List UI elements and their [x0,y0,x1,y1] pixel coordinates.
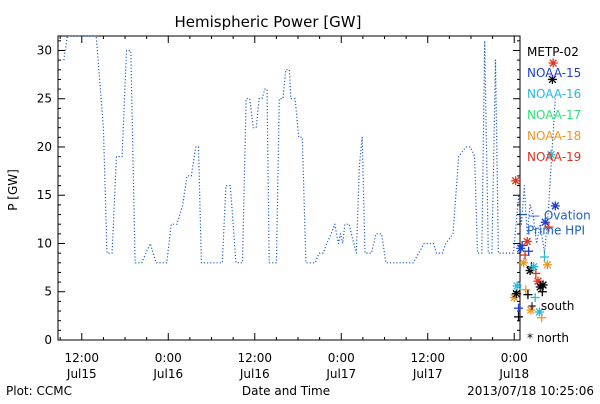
x-tick-label-date: Jul16 [152,367,183,381]
x-tick-label-date: Jul17 [412,367,443,381]
scatter-markers [509,58,560,323]
south-marker [517,240,527,250]
north-marker [538,280,548,290]
north-marker [550,201,560,211]
north-marker [547,74,557,84]
marker-stroke-d2 [511,176,520,185]
south-marker [514,303,524,313]
south-marker [514,312,524,322]
x-tick-label-date: Jul15 [66,367,97,381]
north-marker [542,260,552,270]
marker-stroke-d2 [539,281,547,289]
series-lines [63,35,556,264]
timestamp: 2013/07/18 10:25:06 [467,384,594,398]
north-marker [511,289,521,299]
legend-entry: NOAA-17 [527,108,581,122]
x-tick-label-time: 0:00 [155,351,182,365]
marker-stroke-d2 [541,218,550,227]
ovation-label-line1: — Ovation [528,209,591,223]
x-tick-label-date: Jul16 [239,367,270,381]
south-marker [524,246,534,256]
x-tick-label-date: Jul18 [498,367,529,381]
marker-legend-north: * north [527,331,569,345]
marker-stroke-d2 [519,258,528,267]
south-marker [537,313,547,323]
axes: 0 5 10 15 20 25 30 12:00 Jul15 0:00 Jul16 12:00 Jul1… [37,35,529,381]
marker-stroke-d2 [526,306,535,314]
north-marker [519,258,529,268]
north-marker [512,281,522,291]
ovation-label-line2: Prime HPI [527,224,585,238]
y-tick-label: 30 [37,43,52,57]
marker-stroke-d2 [549,59,557,67]
y-tick-label: 10 [37,236,52,250]
y-tick-label: 0 [44,333,52,347]
north-marker [546,150,556,160]
north-marker [511,176,521,186]
legend-entry: NOAA-18 [527,129,581,143]
marker-stroke-d2 [534,277,542,285]
south-marker [531,268,541,278]
marker-stroke-d2 [523,237,532,246]
x-axis-label: Date and Time [242,384,330,398]
x-tick-label-time: 0:00 [501,351,528,365]
north-marker [522,237,532,247]
north-marker [548,58,558,68]
south-marker [530,293,540,303]
legend-entry: NOAA-19 [527,150,581,164]
north-marker [529,262,539,272]
south-marker [521,285,531,295]
x-tick-label-time: 12:00 [410,351,445,365]
south-marker [540,252,550,262]
marker-legend-south: + south [527,299,574,313]
x-tick-label-time: 12:00 [237,351,272,365]
y-axis-label: P [GW] [6,169,20,211]
x-tick-label-time: 0:00 [328,351,355,365]
plot-credit: Plot: CCMC [6,384,72,398]
marker-stroke-d2 [543,260,552,269]
marker-stroke-d2 [535,308,544,316]
legend: METP-02 NOAA-15 NOAA-16 NOAA-17 NOAA-18 NOAA-… [520,45,591,345]
marker-stroke-d2 [547,150,555,159]
y-tick-label: 5 [44,285,52,299]
marker-stroke-d2 [551,202,560,210]
ovation-hpi-series-line [518,98,556,254]
marker-stroke-d2 [512,289,521,298]
south-marker [523,290,533,300]
north-marker [540,217,550,227]
marker-stroke-d2 [548,75,557,84]
x-tick-label-date: Jul17 [325,367,356,381]
y-tick-label: 20 [37,140,52,154]
legend-entry: NOAA-16 [527,87,581,101]
marker-stroke-d2 [513,282,521,290]
y-tick-label: 25 [37,92,52,106]
plot-frame [57,35,521,341]
north-marker [526,305,536,315]
x-tick-label-time: 12:00 [64,351,99,365]
y-tick-label: 15 [37,188,52,202]
marker-stroke-d2 [529,262,538,271]
south-marker [544,222,554,232]
chart-title: Hemispheric Power [GW] [175,13,362,31]
legend-entry: METP-02 [527,45,579,59]
south-marker [537,287,547,297]
legend-entry: NOAA-15 [527,66,581,80]
ovation-hpi-series-line [63,35,520,264]
